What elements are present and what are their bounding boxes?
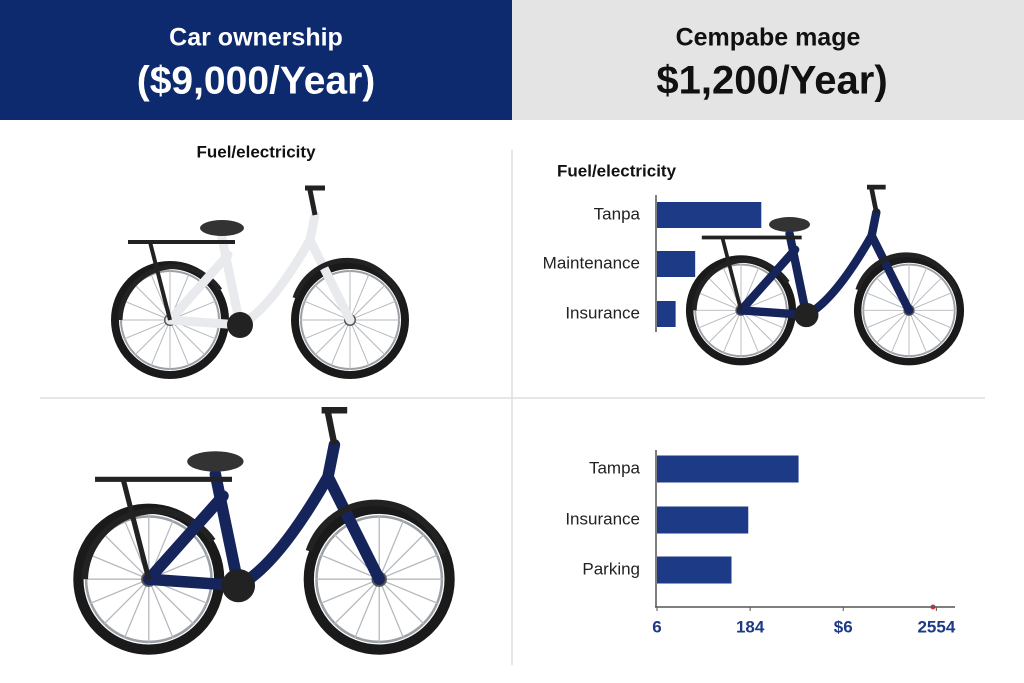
bar [657,202,762,228]
bar [657,506,749,534]
bar [657,251,696,277]
category-label: Parking [582,559,640,578]
left-label: Fuel/electricity [196,142,316,161]
right-amount: $1,200/Year) [656,59,887,103]
category-label: Insurance [565,509,640,528]
x-tick-label: 2554 [917,617,955,636]
header-right-bg [512,0,1024,120]
bike-navy-large [78,410,449,649]
bar [657,455,799,483]
category-label: Tanpa [594,204,641,223]
x-tick-label: 184 [736,617,765,636]
category-label: Maintenance [543,253,640,272]
bike-white [115,188,405,375]
category-label: Insurance [565,303,640,322]
left-title: Car ownership [169,24,343,52]
chart-title: Fuel/electricity [557,161,677,180]
category-label: Tampa [589,458,641,477]
x-tick-label: 6 [652,617,661,636]
bar [657,301,676,327]
charts: Fuel/electricity Tanpa Maintenance Insuranc… [543,161,956,636]
bar [657,556,732,584]
x-tick-label: $6 [834,617,853,636]
header-left-bg [0,0,512,120]
right-title: Cempabe mage [676,24,861,52]
left-amount: ($9,000/Year) [137,59,376,102]
